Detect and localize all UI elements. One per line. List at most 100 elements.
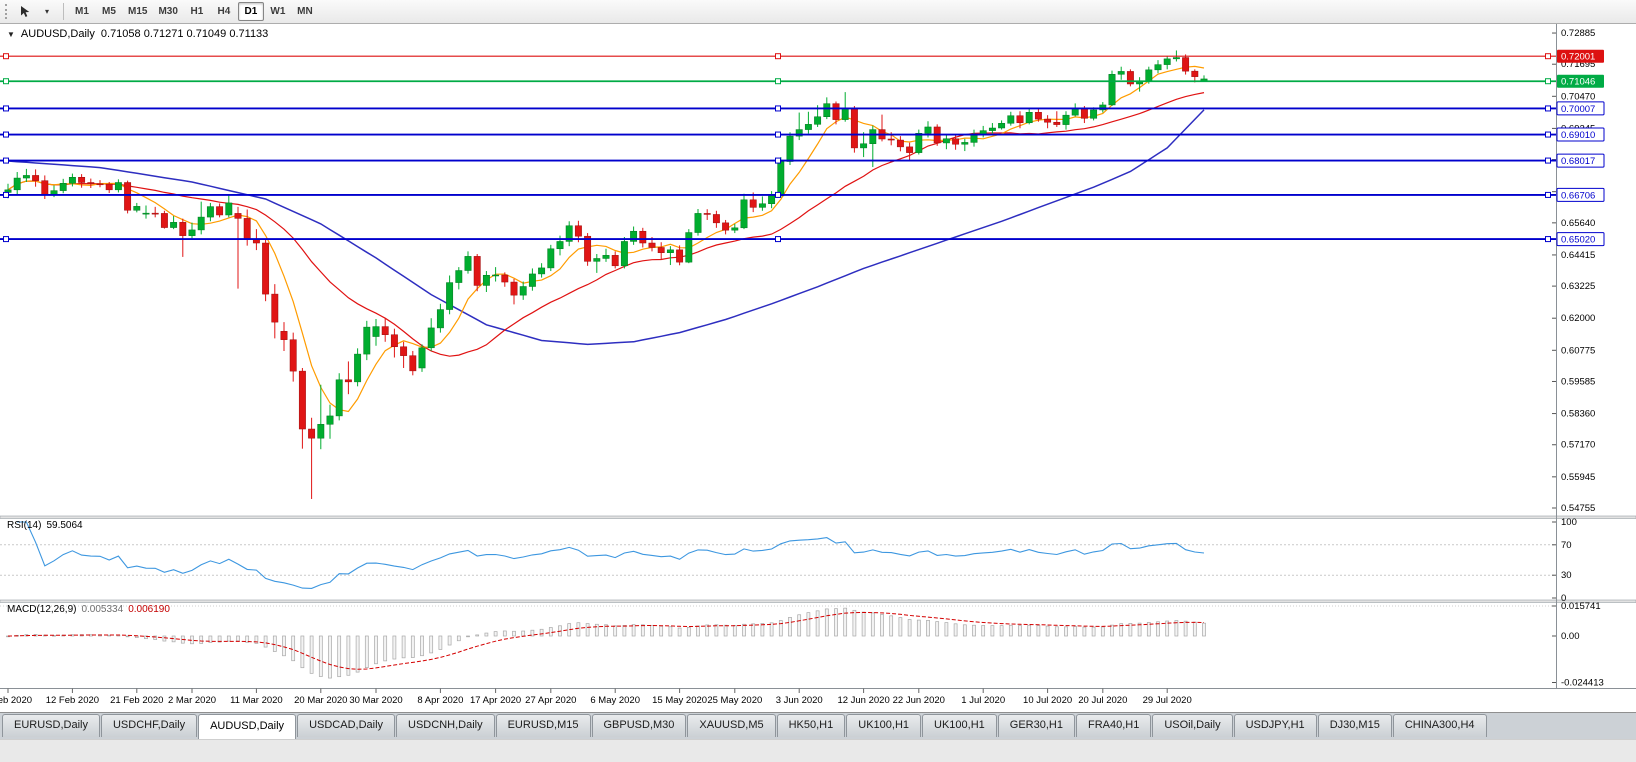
line-handle[interactable] [3, 53, 9, 60]
date-label: 12 Feb 2020 [46, 695, 99, 706]
candle-body [142, 212, 150, 215]
line-handle[interactable] [775, 157, 781, 164]
line-handle[interactable] [3, 236, 9, 243]
candle-body [1163, 58, 1171, 65]
tab-hk50-h1[interactable]: HK50,H1 [776, 714, 846, 737]
macd-bar [337, 635, 342, 678]
candle-body [528, 273, 536, 287]
line-handle[interactable] [1545, 53, 1551, 60]
timeframe-button-w1[interactable]: W1 [265, 2, 291, 21]
tab-gbpusd-m30[interactable]: GBPUSD,M30 [591, 714, 687, 737]
date-label: 30 Mar 2020 [349, 695, 402, 706]
tab-fra40-h1[interactable]: FRA40,H1 [1075, 714, 1152, 737]
chart-tabs: EURUSD,Daily USDCHF,Daily AUDUSD,Daily USDC… [2, 714, 1488, 739]
tab-ger30-h1[interactable]: GER30,H1 [997, 714, 1075, 737]
rsi-pane: 100 70 30 0 [0, 517, 1577, 604]
tab-dj30-m15[interactable]: DJ30,M15 [1317, 714, 1392, 737]
candle-body [41, 180, 49, 196]
line-handle[interactable] [3, 131, 9, 138]
horizontal-line[interactable]: 0.65020 [0, 232, 1605, 247]
macd-bar [898, 617, 903, 637]
price-axis-label: 0.54755 [1561, 503, 1595, 514]
candle-body [1080, 107, 1088, 119]
charts-cursor-icon[interactable] [14, 2, 36, 22]
macd-main-value: 0.005334 [81, 604, 124, 615]
macd-bar [677, 627, 682, 637]
timeframe-button-mn[interactable]: MN [292, 2, 318, 21]
candle-body [777, 161, 785, 197]
pane-separators[interactable] [0, 515, 1636, 689]
price-axis[interactable]: 0.728850.716950.704700.692450.680550.668… [1552, 28, 1595, 514]
macd-bar [594, 623, 599, 637]
candle-body [455, 270, 463, 283]
macd-bar [272, 635, 277, 652]
line-handle[interactable] [775, 191, 781, 198]
tab-china300-h4[interactable]: CHINA300,H4 [1392, 714, 1487, 737]
candle-body [749, 199, 757, 208]
timeframe-button-h1[interactable]: H1 [184, 2, 210, 21]
chart-area[interactable]: 0.728850.716950.704700.692450.680550.668… [0, 24, 1636, 712]
horizontal-line[interactable]: 0.70007 [0, 101, 1605, 116]
horizontal-line[interactable]: 0.69010 [0, 127, 1605, 142]
timeframe-button-m5[interactable]: M5 [96, 2, 122, 21]
toolbar-dropdown-caret-icon[interactable]: ▾ [36, 2, 58, 22]
date-axis[interactable]: 3 Feb 2020 12 Feb 2020 21 Feb 2020 2 Mar 20… [0, 688, 1192, 707]
tab-uk100-h1[interactable]: UK100,H1 [846, 714, 922, 737]
line-handle[interactable] [775, 236, 781, 243]
line-handle[interactable] [1545, 157, 1551, 164]
candle-body [924, 126, 932, 134]
tab-xauusd-m5[interactable]: XAUUSD,M5 [687, 714, 776, 737]
line-handle[interactable] [775, 78, 781, 85]
toolbar-grip-handle[interactable] [5, 4, 9, 19]
candle-body [446, 282, 454, 310]
candle-body [1182, 57, 1190, 72]
candle-body [133, 206, 141, 211]
horizontal-line[interactable]: 0.72001 [0, 49, 1604, 63]
line-handle[interactable] [3, 78, 9, 85]
timeframe-button-h4[interactable]: H4 [211, 2, 237, 21]
candle-body [860, 143, 868, 149]
timeframe-button-d1[interactable]: D1 [237, 2, 264, 21]
chart-menu-icon[interactable]: ▼ [7, 29, 15, 39]
horizontal-line[interactable]: 0.68017 [0, 153, 1605, 168]
price-badge [1556, 232, 1605, 247]
chart-canvas[interactable]: 0.728850.716950.704700.692450.680550.668… [0, 24, 1636, 712]
tab-audusd-daily[interactable]: AUDUSD,Daily [198, 714, 297, 739]
line-handle[interactable] [1545, 131, 1551, 138]
price-axis-label: 0.57170 [1561, 440, 1595, 451]
tab-usdchf-daily[interactable]: USDCHF,Daily [100, 714, 198, 737]
horizontal-line[interactable]: 0.71046 [0, 74, 1604, 88]
tab-eurusd-m15[interactable]: EURUSD,M15 [495, 714, 591, 737]
line-handle[interactable] [775, 131, 781, 138]
tab-usdjpy-h1[interactable]: USDJPY,H1 [1233, 714, 1317, 737]
tab-usdcnh-daily[interactable]: USDCNH,Daily [396, 714, 495, 737]
line-handle[interactable] [1545, 105, 1551, 112]
tab-usdcad-daily[interactable]: USDCAD,Daily [297, 714, 396, 737]
candle-body [473, 256, 481, 286]
line-handle[interactable] [3, 105, 9, 112]
cursor-arrow-icon [21, 6, 30, 17]
line-handle[interactable] [3, 157, 9, 164]
price-axis-label: 0.62000 [1561, 313, 1595, 324]
line-handle[interactable] [1545, 78, 1551, 85]
macd-bar [291, 635, 296, 662]
tab-usoil-daily[interactable]: USOil,Daily [1152, 714, 1233, 737]
macd-bar [834, 608, 838, 637]
tab-uk100-h1[interactable]: UK100,H1 [922, 714, 997, 737]
macd-bar [1183, 620, 1188, 637]
line-handle[interactable] [3, 191, 9, 198]
timeframe-button-m1[interactable]: M1 [69, 2, 95, 21]
line-handle[interactable] [1545, 191, 1551, 198]
macd-bar [1008, 624, 1013, 637]
timeframe-button-m15[interactable]: M15 [123, 2, 152, 21]
timeframe-button-m30[interactable]: M30 [153, 2, 182, 21]
chart-symbol-label: AUDUSD,Daily [20, 28, 95, 40]
candle-body [96, 183, 104, 186]
line-handle[interactable] [775, 105, 781, 112]
line-handle[interactable] [775, 53, 781, 60]
horizontal-line[interactable]: 0.66706 [0, 187, 1605, 202]
price-badge-label: 0.68017 [1561, 156, 1595, 167]
tab-eurusd-daily[interactable]: EURUSD,Daily [2, 714, 100, 737]
line-handle[interactable] [1545, 236, 1551, 243]
timeframe-buttons: M1 M5 M15 M30 H1 H4 D1 W1 MN [69, 2, 318, 21]
